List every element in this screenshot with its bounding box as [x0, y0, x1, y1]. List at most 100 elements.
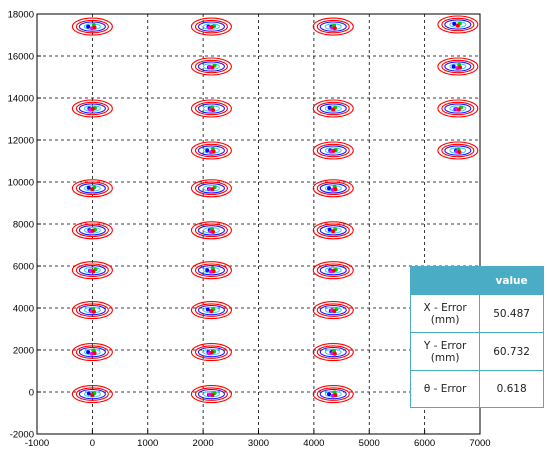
measurement-marker	[90, 106, 95, 111]
middle-ellipse	[197, 388, 225, 400]
table-cell-label: X - Error (mm)	[409, 294, 481, 333]
y-tick-label: -2000	[10, 430, 34, 441]
outer-ellipse	[316, 181, 350, 196]
measurement-marker	[210, 65, 215, 70]
outer-ellipse	[437, 99, 479, 118]
outer-ellipse	[312, 17, 354, 36]
outer-ellipse	[71, 385, 113, 404]
outer-ellipse	[190, 141, 232, 160]
outer-ellipse	[190, 99, 232, 118]
error-table: value X - Error (mm) 50.487 Y - Error (m…	[409, 266, 544, 408]
measurement-marker	[458, 65, 463, 70]
outer-ellipse	[190, 343, 232, 362]
outer-ellipse	[190, 57, 232, 76]
outer-ellipse	[441, 101, 475, 116]
inner-ellipse	[324, 266, 342, 274]
inner-ellipse	[202, 23, 220, 30]
x-tick-label: 4000	[303, 438, 324, 449]
y-tick-label: 6000	[13, 262, 34, 273]
outer-ellipse	[71, 261, 113, 280]
outer-ellipse	[71, 343, 113, 362]
outer-ellipse	[190, 301, 232, 320]
outer-ellipse	[71, 99, 113, 118]
y-axis-ticks: -2000 0 2000 4000 6000 8000 10000 12000 14000 160…	[8, 10, 41, 441]
outer-ellipse	[441, 143, 475, 158]
table-cell-value: 0.618	[479, 370, 544, 408]
outer-ellipse	[316, 101, 350, 116]
measurement-marker	[451, 64, 456, 69]
middle-ellipse	[78, 183, 106, 194]
measurement-marker	[92, 25, 97, 30]
middle-ellipse	[78, 265, 106, 276]
outer-ellipse	[437, 141, 479, 160]
outer-ellipse	[75, 263, 109, 277]
x-tick-label: 1000	[137, 438, 158, 449]
label-unit: (mm)	[430, 351, 460, 364]
outer-ellipse	[194, 303, 228, 317]
measurement-marker	[90, 228, 95, 233]
inner-ellipse	[324, 147, 342, 154]
outer-ellipse	[194, 223, 228, 238]
x-tick-label: 0	[90, 438, 95, 449]
measurement-markers	[86, 21, 464, 398]
outer-ellipse	[190, 179, 232, 198]
y-tick-label: 12000	[8, 136, 34, 147]
measurement-marker	[333, 187, 338, 192]
outer-ellipse	[312, 301, 354, 320]
middle-ellipse	[197, 265, 225, 276]
middle-ellipse	[78, 304, 106, 316]
outer-ellipse	[71, 17, 113, 36]
measurement-marker	[211, 149, 216, 154]
measurement-marker	[327, 227, 332, 232]
x-tick-label: 6000	[414, 438, 435, 449]
label-line: Y - Error	[423, 339, 467, 352]
measurement-marker	[333, 393, 338, 398]
measurement-marker	[332, 309, 337, 314]
inner-ellipse	[83, 105, 101, 112]
middle-ellipse	[319, 225, 347, 236]
table-cell-value: 50.487	[479, 294, 544, 333]
label-unit: (mm)	[430, 313, 460, 326]
outer-ellipse	[316, 387, 350, 401]
middle-ellipse	[197, 61, 225, 72]
middle-ellipse	[444, 103, 472, 114]
y-tick-label: 8000	[13, 220, 34, 231]
measurement-marker	[331, 148, 336, 153]
measurement-marker	[90, 393, 95, 398]
outer-ellipse	[316, 263, 350, 277]
outer-ellipse	[312, 221, 354, 240]
measurement-marker	[327, 186, 332, 191]
outer-ellipse	[316, 143, 350, 158]
y-tick-label: 4000	[13, 304, 34, 315]
x-axis-ticks: -1000 0 1000 2000 3000 4000 5000 6000 7000	[25, 430, 491, 449]
measurement-marker	[331, 229, 336, 234]
measurement-marker	[211, 108, 216, 113]
middle-ellipse	[197, 225, 225, 236]
middle-ellipse	[444, 145, 472, 156]
outer-ellipse	[71, 179, 113, 198]
measurement-marker	[91, 269, 96, 274]
middle-ellipse	[78, 388, 106, 400]
table-cell-label: Y - Error (mm)	[409, 332, 481, 371]
middle-ellipse	[319, 103, 347, 114]
inner-ellipse	[449, 105, 467, 112]
outer-ellipse	[316, 223, 350, 238]
outer-ellipse	[190, 261, 232, 280]
measurement-marker	[86, 391, 91, 396]
x-tick-label: 2000	[193, 438, 214, 449]
inner-ellipse	[202, 348, 220, 356]
inner-ellipse	[324, 306, 342, 314]
inner-ellipse	[202, 390, 220, 398]
table-row-x-error: X - Error (mm) 50.487	[409, 294, 544, 333]
outer-ellipse	[194, 345, 228, 359]
y-tick-label: 2000	[13, 346, 34, 357]
y-tick-label: 14000	[8, 94, 34, 105]
measurement-marker	[86, 24, 91, 29]
table-cell-label: θ - Error	[409, 370, 481, 408]
outer-ellipse	[194, 19, 228, 34]
middle-ellipse	[319, 346, 347, 358]
middle-ellipse	[444, 61, 472, 72]
outer-ellipse	[190, 385, 232, 404]
y-tick-label: 16000	[8, 52, 34, 63]
middle-ellipse	[197, 103, 225, 114]
